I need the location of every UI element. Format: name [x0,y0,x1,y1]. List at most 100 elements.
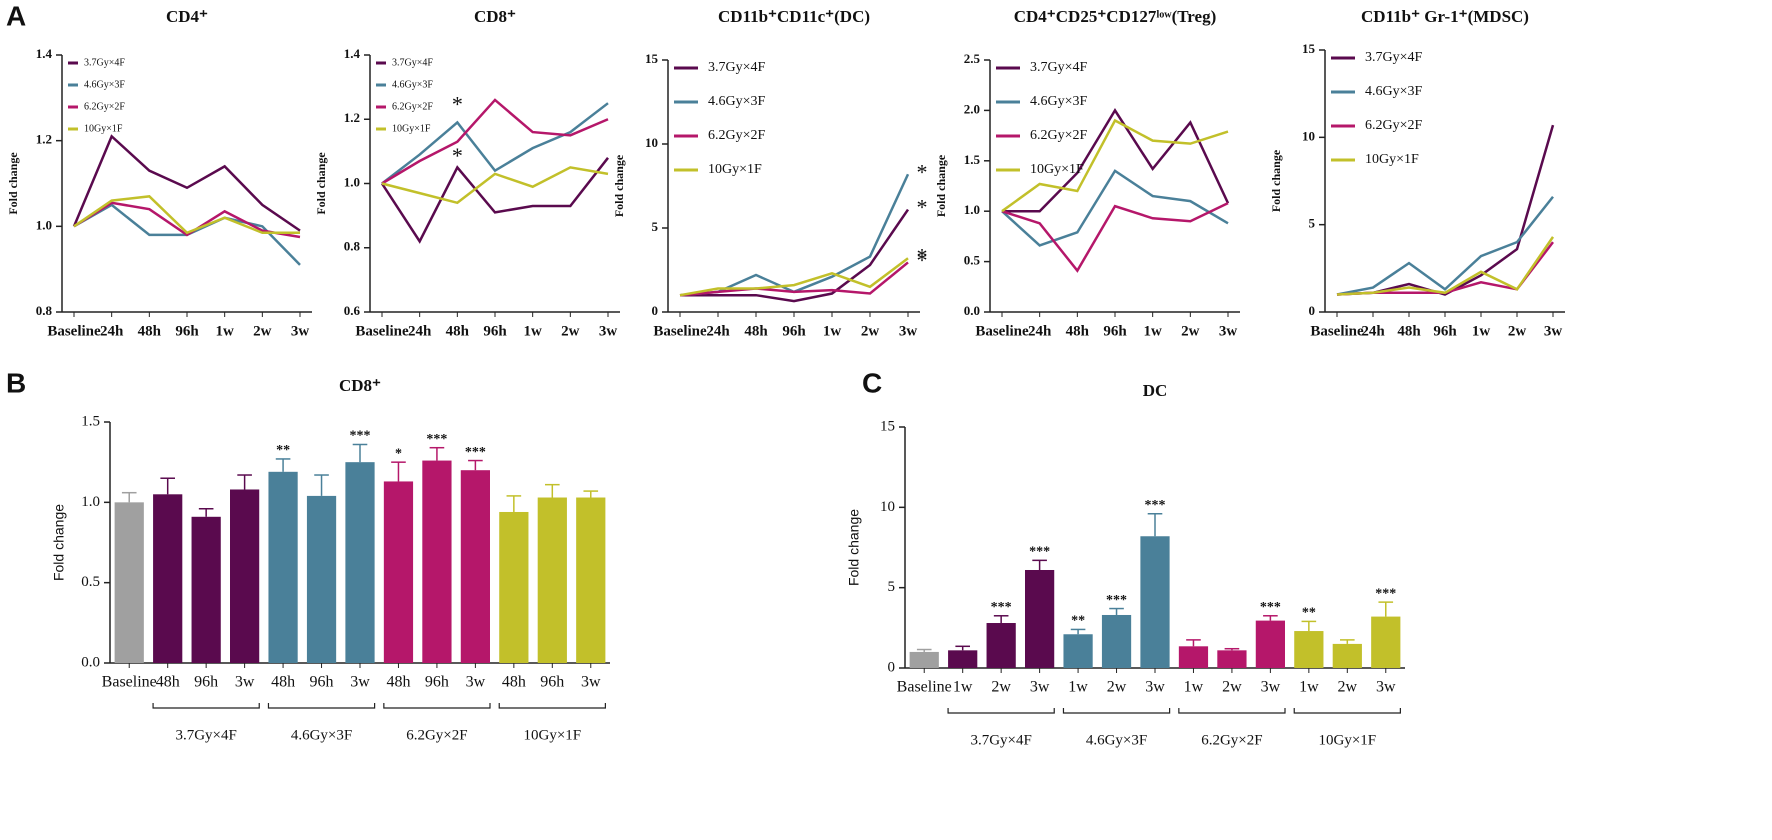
legend-label: 4.6Gy×3F [392,79,433,90]
x-tick-label: 3w [235,674,255,691]
chart-title: CD4⁺ [166,7,208,26]
legend-label: 6.2Gy×2F [708,128,766,143]
annotation: * [917,247,928,272]
x-tick-label: 24h [706,323,730,339]
y-tick-label: 1.0 [36,217,52,232]
x-tick-label: 3w [1030,679,1050,696]
series-line [680,208,910,303]
bar [948,650,978,668]
bar [1371,616,1401,668]
annotation: * [452,92,463,117]
y-axis-label: Fold change [846,509,862,586]
x-tick-label: 24h [408,323,432,339]
y-tick-label: 0.5 [81,574,100,590]
x-tick-label: 3w [899,323,918,339]
series-line [679,257,909,297]
y-tick-label: 0.8 [36,303,53,318]
bar [1101,614,1132,668]
legend-label: 3.7Gy×4F [84,57,125,68]
y-tick-label: 10 [880,499,895,515]
y-tick-label: 0 [652,303,659,318]
significance: ** [1302,606,1316,621]
x-tick-label: 48h [1397,323,1421,339]
group-bracket [1293,708,1401,714]
chart-title: CD4⁺CD25⁺CD127ˡᵒʷ(Treg) [1014,7,1217,26]
y-tick-label: 5 [888,579,896,595]
legend-label: 3.7Gy×4F [1030,60,1088,75]
x-tick-label: 48h [271,674,295,691]
x-tick-label: 3w [466,674,486,691]
y-tick-label: 2.0 [964,101,980,116]
x-tick-label: 1w [823,323,842,339]
x-tick-label: 48h [1066,323,1090,339]
group-label: 3.7Gy×4F [970,732,1031,748]
series-line [381,98,609,185]
group-label: 4.6Gy×3F [1086,732,1147,748]
x-tick-label: Baseline [355,323,409,339]
y-tick-label: 0 [1309,303,1316,318]
x-tick-label: 48h [138,323,162,339]
x-tick-label: 3w [1544,323,1563,339]
x-tick-label: 96h [483,323,507,339]
significance: *** [1106,593,1127,608]
x-tick-label: 48h [446,323,470,339]
x-tick-label: 3w [350,674,370,691]
x-tick-label: 48h [744,323,768,339]
group-label: 4.6Gy×3F [291,727,352,743]
x-tick-label: 2w [561,323,580,339]
annotation: * [917,195,928,220]
annotation: * [452,143,463,168]
bar [1255,620,1285,668]
x-tick-label: 2w [1222,679,1242,696]
legend-label: 10Gy×1F [84,123,123,134]
legend-label: 10Gy×1F [1030,162,1084,177]
x-tick-label: 3w [1219,323,1238,339]
x-tick-label: Baseline [653,323,707,339]
group-label: 10Gy×1F [1318,732,1376,748]
legend-label: 3.7Gy×4F [392,57,433,68]
bar [1332,643,1362,668]
bar [383,481,414,663]
y-tick-label: 5 [1309,216,1316,231]
x-tick-label: 2w [1338,679,1358,696]
bar [191,516,221,663]
x-tick-label: Baseline [102,674,157,691]
x-tick-label: 2w [1508,323,1527,339]
x-tick-label: 1w [1299,679,1319,696]
legend-label: 4.6Gy×3F [1030,94,1088,109]
bar [422,460,452,663]
x-tick-label: 24h [1028,323,1052,339]
significance: *** [1029,545,1050,560]
y-tick-label: 15 [1302,41,1316,56]
significance: *** [350,429,371,444]
y-tick-label: 15 [880,418,895,434]
chart-title: CD11b⁺ Gr-1⁺(MDSC) [1361,7,1529,26]
legend-label: 10Gy×1F [708,162,762,177]
x-tick-label: 96h [1433,323,1457,339]
bar [576,497,606,663]
panel-label: A [6,0,26,31]
x-tick-label: 96h [540,674,564,691]
x-tick-label: 1w [215,323,234,339]
group-bracket [152,703,260,709]
x-tick-label: 1w [523,323,542,339]
x-tick-label: 24h [100,323,124,339]
y-tick-label: 10 [645,135,658,150]
x-tick-label: 1w [1472,323,1491,339]
x-tick-label: 3w [599,323,618,339]
series-line [1001,118,1229,213]
x-tick-label: 2w [861,323,880,339]
group-bracket [1178,708,1286,714]
y-tick-label: 1.0 [81,494,100,510]
series-line [1336,241,1554,296]
significance: *** [465,445,486,460]
annotation: * [917,243,928,268]
legend-label: 6.2Gy×2F [84,101,125,112]
x-tick-label: 1w [1068,679,1088,696]
x-tick-label: 48h [502,674,526,691]
bar [1294,631,1324,668]
series-line [73,201,301,239]
y-axis-label: Fold change [6,152,20,215]
bar [1178,646,1209,668]
